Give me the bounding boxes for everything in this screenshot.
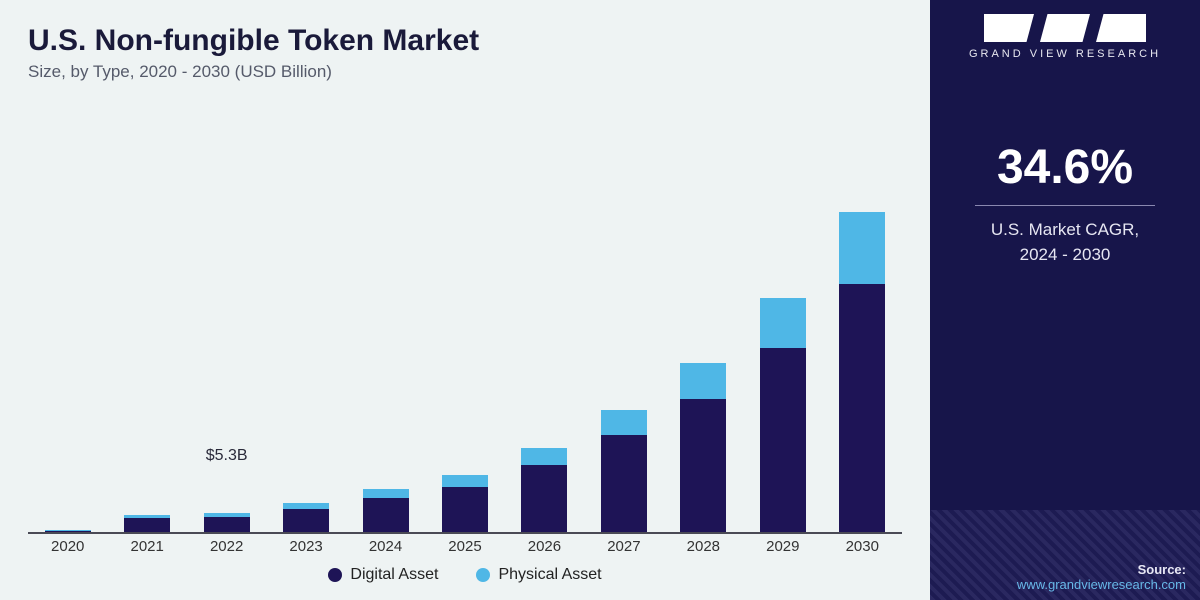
bar-segment-digital <box>363 498 409 532</box>
bar-segment-digital <box>204 517 250 532</box>
bar-2026 <box>505 96 584 532</box>
bar-segment-physical <box>680 363 726 399</box>
plot-area: $5.3B 2020202120222023202420252026202720… <box>28 96 902 558</box>
x-tick: 2029 <box>743 534 822 558</box>
x-tick: 2021 <box>107 534 186 558</box>
bar-segment-digital <box>680 399 726 532</box>
legend: Digital Asset Physical Asset <box>28 566 902 584</box>
cagr-label: U.S. Market CAGR, 2024 - 2030 <box>991 218 1139 267</box>
x-tick: 2020 <box>28 534 107 558</box>
legend-swatch-icon <box>328 568 342 582</box>
x-tick: 2023 <box>266 534 345 558</box>
side-panel: GRAND VIEW RESEARCH 34.6% U.S. Market CA… <box>930 0 1200 600</box>
bar-segment-digital <box>521 465 567 532</box>
bar-segment-physical <box>521 448 567 465</box>
bar-2030 <box>823 96 902 532</box>
bar-2022: $5.3B <box>187 96 266 532</box>
x-axis: 2020202120222023202420252026202720282029… <box>28 532 902 558</box>
bar-segment-digital <box>601 435 647 532</box>
x-tick: 2026 <box>505 534 584 558</box>
divider <box>975 205 1155 206</box>
chart-panel: U.S. Non-fungible Token Market Size, by … <box>0 0 930 600</box>
cagr-value: 34.6% <box>997 140 1133 195</box>
bar-segment-digital <box>124 518 170 532</box>
bar-annotation: $5.3B <box>206 447 248 465</box>
source-label: Source: <box>1138 562 1186 577</box>
bar-segment-physical <box>760 298 806 348</box>
brand-logo-icon <box>984 14 1146 42</box>
bar-segment-digital <box>839 284 885 532</box>
x-tick: 2027 <box>584 534 663 558</box>
bar-2027 <box>584 96 663 532</box>
legend-item-physical: Physical Asset <box>476 566 601 584</box>
source-url: www.grandviewresearch.com <box>1017 577 1186 592</box>
bar-2025 <box>425 96 504 532</box>
bar-segment-digital <box>283 509 329 532</box>
bar-2020 <box>28 96 107 532</box>
bar-segment-digital <box>760 348 806 532</box>
bar-segment-physical <box>601 410 647 435</box>
bar-segment-physical <box>839 212 885 284</box>
x-tick: 2028 <box>664 534 743 558</box>
bar-2024 <box>346 96 425 532</box>
chart-subtitle: Size, by Type, 2020 - 2030 (USD Billion) <box>28 62 902 82</box>
legend-swatch-icon <box>476 568 490 582</box>
x-tick: 2022 <box>187 534 266 558</box>
bar-segment-physical <box>442 475 488 487</box>
bar-2028 <box>664 96 743 532</box>
legend-label: Physical Asset <box>498 566 601 584</box>
chart-title: U.S. Non-fungible Token Market <box>28 24 902 58</box>
x-tick: 2030 <box>823 534 902 558</box>
brand-name: GRAND VIEW RESEARCH <box>969 48 1161 60</box>
x-tick: 2024 <box>346 534 425 558</box>
bar-2029 <box>743 96 822 532</box>
source-footer: Source: www.grandviewresearch.com <box>930 510 1200 600</box>
cagr-label-line1: U.S. Market CAGR, <box>991 220 1139 239</box>
bar-2021 <box>107 96 186 532</box>
bar-segment-digital <box>442 487 488 532</box>
bar-segment-physical <box>363 489 409 498</box>
legend-label: Digital Asset <box>350 566 438 584</box>
x-tick: 2025 <box>425 534 504 558</box>
legend-item-digital: Digital Asset <box>328 566 438 584</box>
bar-2023 <box>266 96 345 532</box>
cagr-label-line2: 2024 - 2030 <box>1020 245 1111 264</box>
